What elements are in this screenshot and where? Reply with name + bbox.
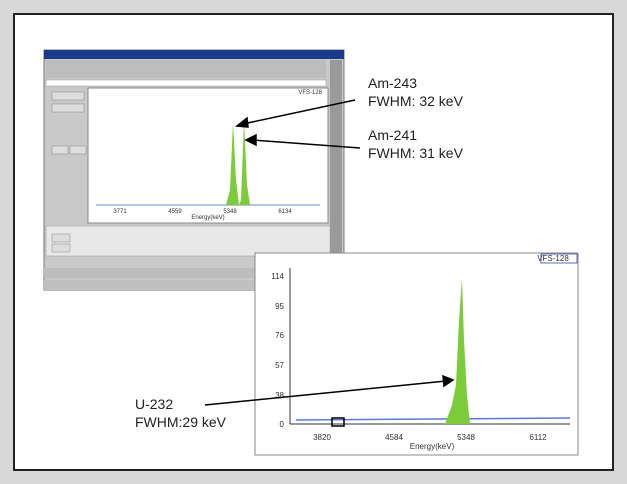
x-tick-label: 4584 [385, 433, 403, 442]
y-tick-label: 76 [275, 331, 284, 340]
annotation-label: Am-243 [368, 75, 417, 91]
annotation-label: Am-241 [368, 127, 417, 143]
lower-window: VFS-128 Energy(keV) 114 95 76 57 38 0 3820 4584… [255, 253, 578, 455]
figure: VFS-128 Energy(keV) 3771 4559 5348 6134 VFS… [0, 0, 627, 484]
x-tick-label: 4559 [168, 209, 182, 215]
y-tick-label: 95 [275, 302, 284, 311]
x-tick-label: 5348 [223, 209, 237, 215]
x-tick-label: 3820 [313, 433, 331, 442]
y-tick-label: 57 [275, 361, 284, 370]
y-tick-label: 114 [271, 272, 284, 281]
x-axis-label: Energy(keV) [410, 442, 455, 451]
x-tick-label: 6112 [529, 433, 547, 442]
y-tick-label: 0 [280, 420, 285, 429]
annotation-detail: FWHM: 31 keV [368, 145, 464, 161]
x-axis-label: Energy(keV) [191, 215, 224, 221]
annotation-detail: FWHM:29 keV [135, 414, 227, 430]
annotation-detail: FWHM: 32 keV [368, 93, 464, 109]
x-tick-label: 3771 [113, 209, 127, 215]
annotation-label: U-232 [135, 396, 173, 412]
y-tick-label: 38 [275, 391, 284, 400]
x-tick-label: 5348 [457, 433, 475, 442]
window-tag: VFS-128 [298, 90, 322, 96]
window-tag: VFS-128 [537, 254, 569, 263]
x-tick-label: 6134 [278, 209, 292, 215]
